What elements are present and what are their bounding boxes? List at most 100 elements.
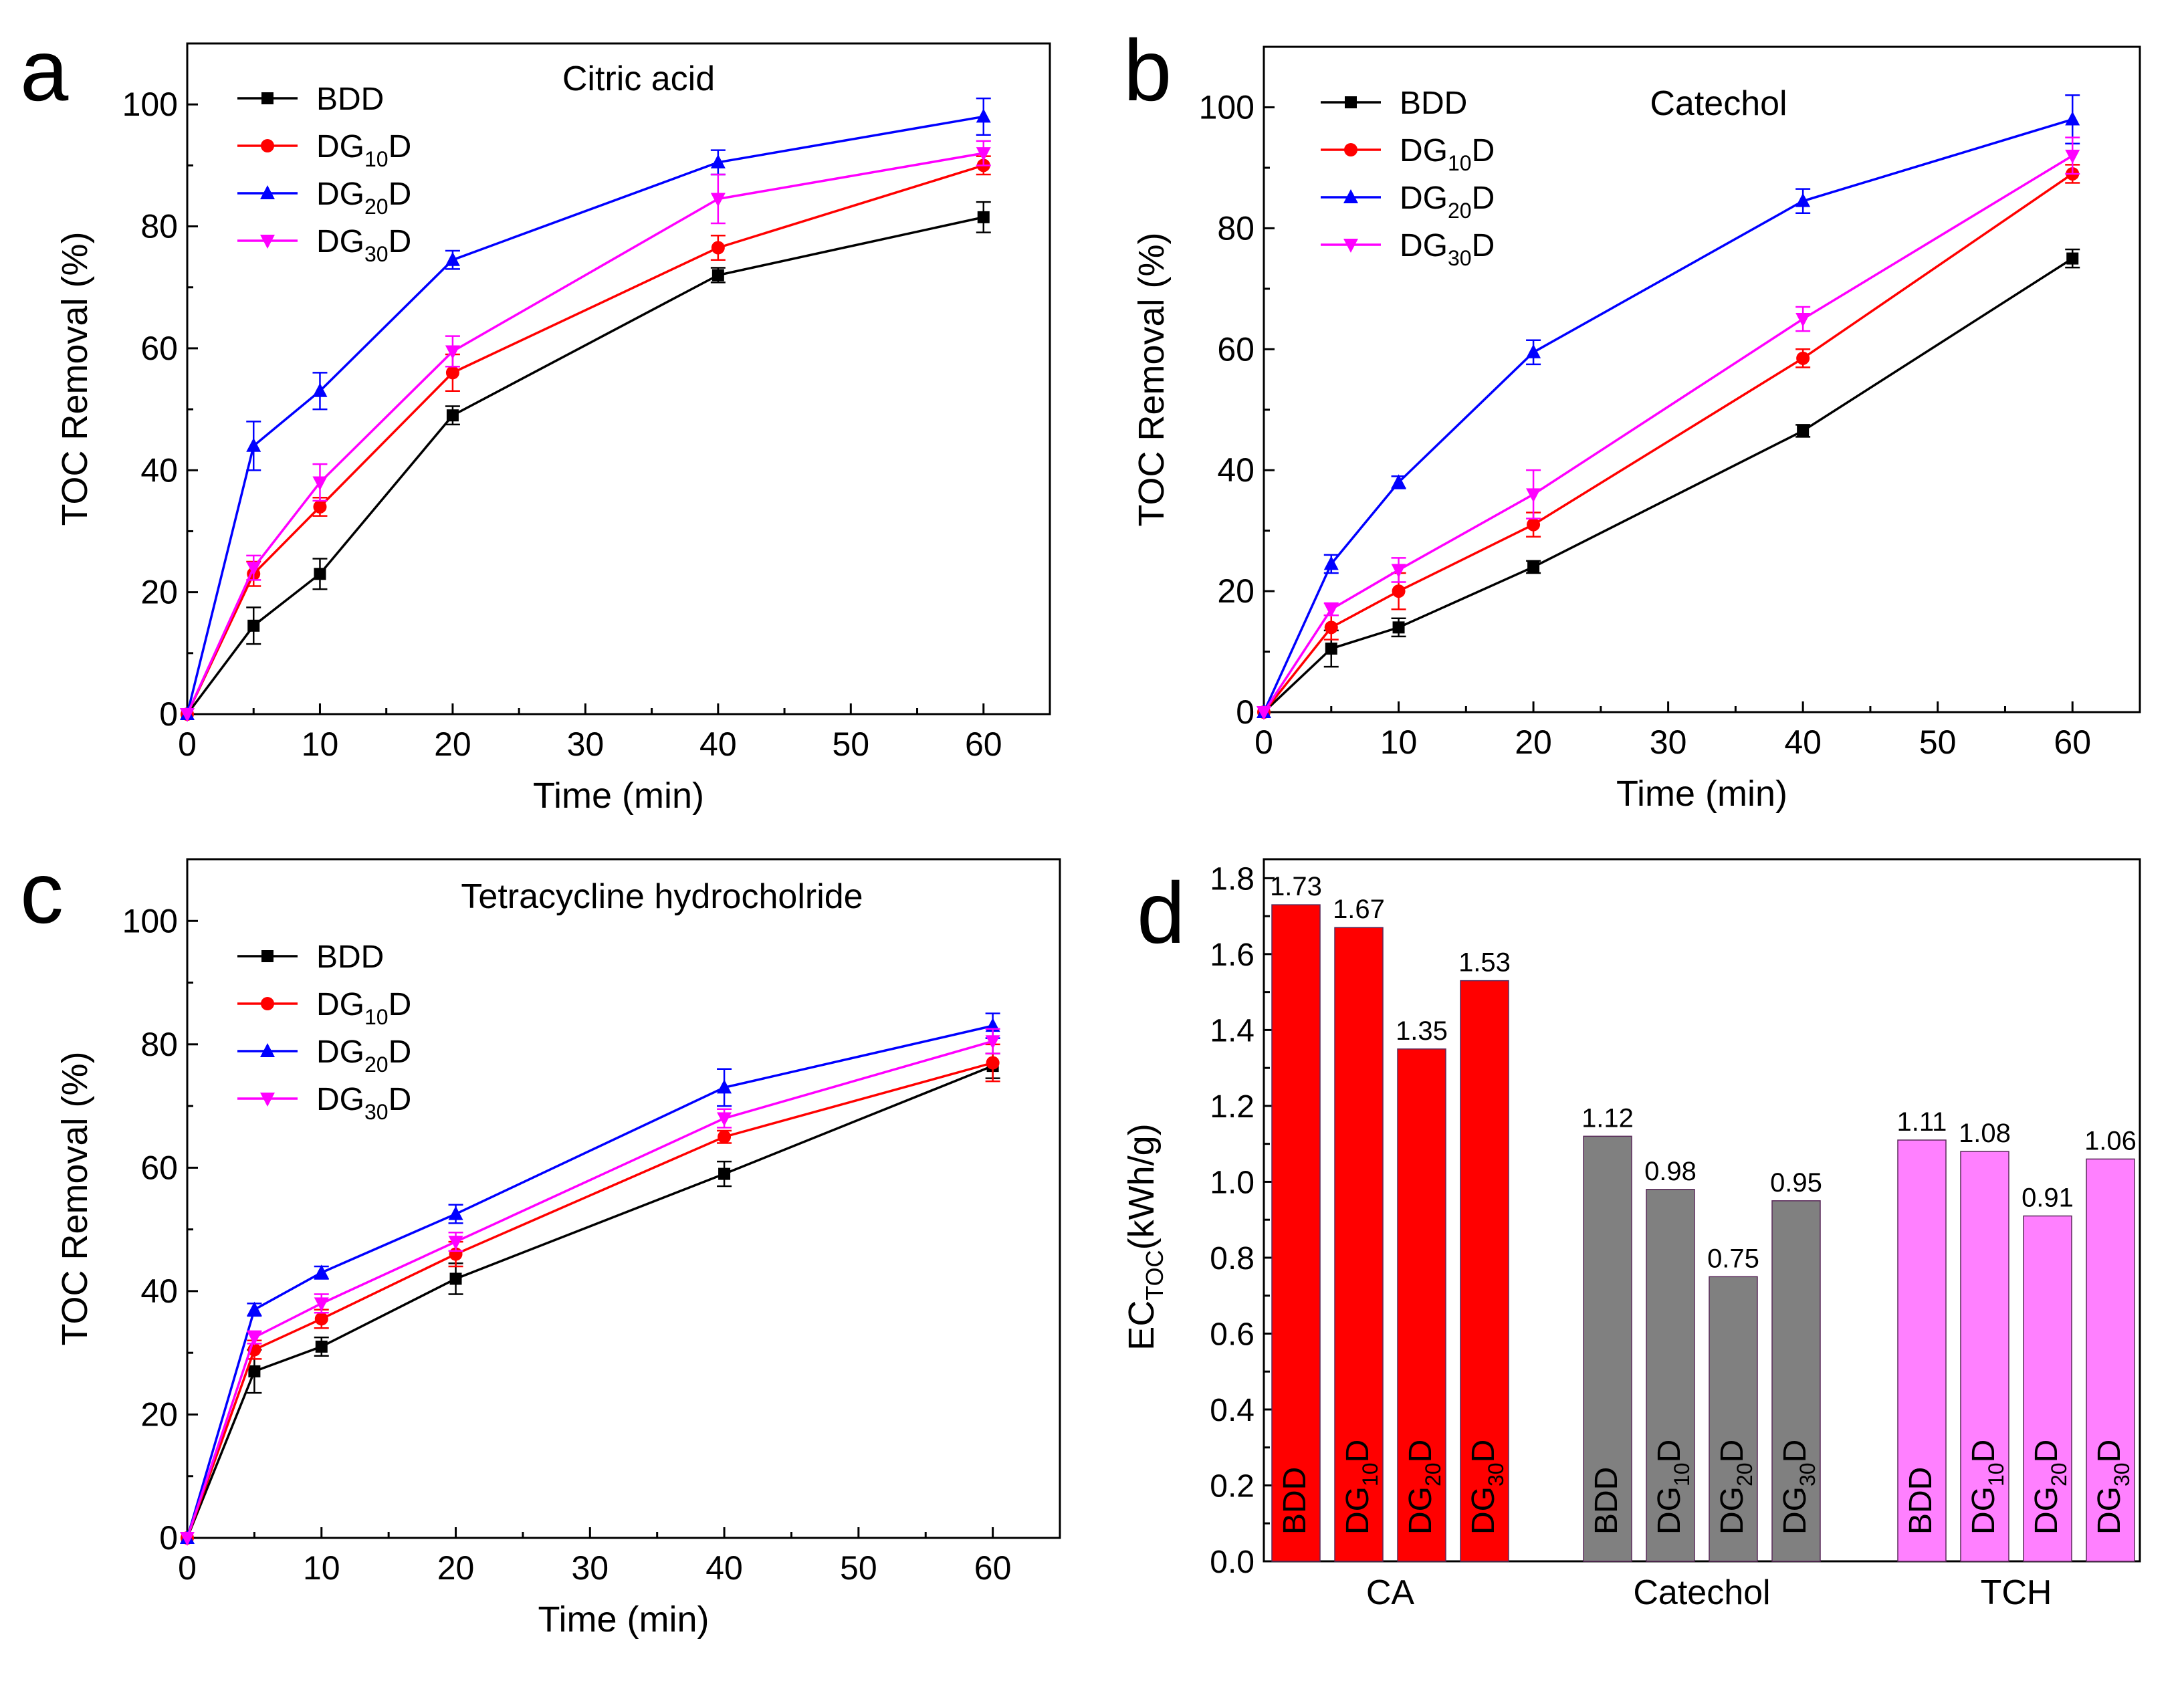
legend-marker-bdd: [1345, 96, 1357, 108]
legend: BDD DG10D DG20D DG30D: [237, 82, 411, 266]
x-group-label-tch: TCH: [1981, 1573, 2052, 1612]
data-point-dg10d: [986, 1056, 1000, 1070]
y-tick-label: 80: [1217, 209, 1254, 247]
data-point-dg30d: [1391, 564, 1406, 578]
series-line-dg20d: [186, 115, 984, 715]
data-point-bdd: [247, 619, 260, 632]
data-point-bdd: [315, 1340, 328, 1353]
bar-category-label: DG10D: [1652, 1440, 1694, 1535]
data-point-dg30d: [1795, 313, 1811, 328]
data-point-bdd: [248, 1365, 261, 1377]
y-tick-label: 1.6: [1210, 937, 1254, 973]
data-point-dg20d: [1795, 193, 1811, 207]
legend-label-dg30d: DG30D: [316, 1082, 411, 1124]
data-point-dg30d: [314, 1297, 329, 1312]
y-tick-label: 0.2: [1210, 1468, 1254, 1504]
legend-label-dg30d: DG30D: [316, 224, 411, 266]
bar-category-label: DG20D: [2029, 1440, 2071, 1535]
x-tick-label: 60: [965, 725, 1002, 763]
data-point-dg30d: [1323, 603, 1339, 618]
series-dg20d: [1257, 94, 2080, 718]
y-tick-label: 20: [140, 574, 178, 611]
data-point-dg10d: [313, 499, 327, 514]
data-point-dg20d: [1323, 556, 1339, 570]
y-tick-label: 20: [140, 1395, 178, 1433]
bar-value-label: 1.11: [1897, 1107, 1947, 1137]
panel-b-catechol-chart: b 0 10 20 30 40 50 60 0 20 40 60 80 100 Time (min) TOC …: [1123, 21, 2141, 814]
legend-marker-dg30d: [260, 1093, 275, 1107]
y-tick-label: 40: [140, 1272, 178, 1310]
x-axis-label: Time (min): [533, 776, 704, 816]
panel-d-energy-consumption-bar-chart: d 0.0 0.2 0.4 0.6 0.8 1.0 1.2 1.4 1.6 1.8 ECTOC(kWh…: [1121, 858, 2141, 1612]
y-tick-label: 0.4: [1210, 1393, 1254, 1428]
bar-category-label: DG30D: [1777, 1440, 1820, 1535]
data-point-dg30d: [180, 1532, 195, 1546]
data-point-dg10d: [1796, 351, 1810, 365]
bar-tch-bdd: [1897, 1139, 1947, 1562]
legend-marker-dg10d: [261, 139, 274, 152]
chart-title: Citric acid: [562, 60, 715, 98]
data-point-dg30d: [448, 1236, 463, 1250]
series-line-bdd: [186, 1064, 994, 1539]
y-tick-label: 1.4: [1210, 1013, 1254, 1048]
data-point-dg10d: [711, 241, 725, 255]
legend: BDD DG10D DG20D DG30D: [237, 939, 411, 1124]
bar-category-label: DG30D: [1466, 1440, 1508, 1535]
y-tick-label: 0.0: [1210, 1545, 1254, 1580]
x-group-label-catechol: Catechol: [1633, 1573, 1770, 1612]
y-axis-label: TOC Removal (%): [1131, 232, 1172, 526]
series-dg30d: [180, 140, 991, 722]
data-point-dg20d: [246, 437, 261, 452]
legend-label-bdd: BDD: [316, 82, 384, 117]
series-line-dg20d: [1263, 118, 2073, 713]
y-tick-label: 40: [140, 451, 178, 489]
data-point-dg20d: [247, 1301, 262, 1316]
chart-title: Tetracycline hydrocholride: [461, 877, 863, 916]
legend-marker-dg20d: [260, 1043, 275, 1057]
data-point-dg20d: [710, 154, 726, 169]
data-point-dg10d: [1324, 621, 1338, 635]
bar-ca-dg20d: [1397, 1048, 1446, 1562]
bar-catechol-dg20d: [1709, 1276, 1758, 1562]
y-tick-label: 100: [122, 86, 178, 123]
y-tick-label: 100: [1199, 88, 1254, 126]
series-line-dg30d: [1263, 154, 2074, 713]
x-tick-label: 60: [974, 1549, 1012, 1587]
legend-label-dg30d: DG30D: [1400, 228, 1495, 270]
panel-a-citric-acid-chart: a 0 10 20 30 40 50 60 0 20 40 60 80 100 Time (min) TOC …: [20, 21, 1051, 816]
data-point-dg20d: [2065, 111, 2080, 126]
legend-label-dg20d: DG20D: [1400, 181, 1495, 223]
bar-category-label: BDD: [1903, 1467, 1939, 1535]
x-tick-label: 20: [434, 725, 471, 763]
legend-label-dg20d: DG20D: [316, 1034, 411, 1077]
legend-marker-dg20d: [1343, 189, 1358, 203]
y-tick-label: 60: [140, 330, 178, 367]
legend-marker-dg10d: [1344, 143, 1357, 156]
panel-letter: b: [1123, 21, 1172, 119]
x-tick-label: 50: [832, 725, 869, 763]
y-tick-label: 1.2: [1210, 1089, 1254, 1125]
series-dg10d: [181, 155, 991, 721]
plot-frame: [1263, 45, 2141, 713]
data-point-bdd: [1797, 425, 1810, 437]
data-point-bdd: [446, 409, 459, 422]
bar-group-tch: 1.11 BDD 1.08 DG10D 0.91 DG20D 1.06 DG30D: [1897, 1107, 2137, 1562]
legend-label-dg10d: DG10D: [316, 987, 411, 1029]
data-point-dg10d: [445, 366, 459, 380]
y-tick-label: 0: [159, 695, 178, 733]
data-point-dg30d: [1257, 706, 1271, 720]
legend-marker-bdd: [261, 92, 274, 104]
bar-value-label: 0.98: [1644, 1157, 1697, 1186]
x-group-label-ca: CA: [1366, 1573, 1415, 1612]
plot-frame: [186, 42, 1051, 715]
series-line-dg10d: [1263, 173, 2074, 713]
legend-marker-dg10d: [261, 997, 274, 1010]
data-point-dg30d: [2065, 149, 2080, 164]
data-point-bdd: [1325, 643, 1337, 655]
panel-letter: a: [20, 21, 69, 119]
y-tick-label: 0.8: [1210, 1241, 1254, 1276]
x-tick-label: 20: [437, 1549, 475, 1587]
plot-frame: [1263, 858, 2141, 1563]
plot-frame: [186, 858, 1061, 1539]
bar-category-label: BDD: [1589, 1467, 1624, 1535]
